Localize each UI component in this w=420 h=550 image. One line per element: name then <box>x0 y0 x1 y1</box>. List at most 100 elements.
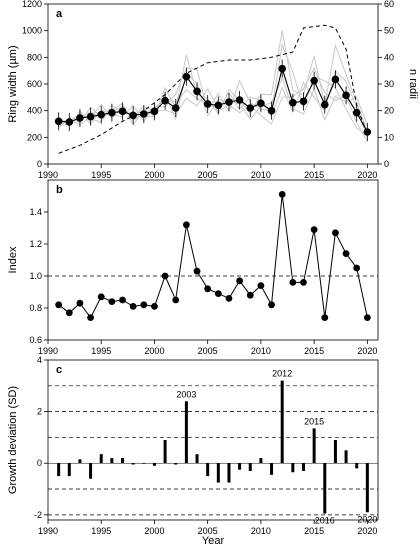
growth-deviation-bar <box>142 463 146 464</box>
x-tick-label: 1995 <box>91 346 111 356</box>
mean-ring-width-point <box>225 98 233 106</box>
x-tick-label: 2020 <box>357 170 377 180</box>
growth-deviation-bar <box>270 463 274 475</box>
y-tick-label: 2 <box>37 407 42 417</box>
growth-deviation-bar <box>323 463 327 514</box>
growth-deviation-bar <box>227 463 231 483</box>
mean-ring-width-point <box>97 110 106 119</box>
mean-ring-width-point <box>161 96 169 105</box>
growth-deviation-bar <box>206 463 210 477</box>
growth-deviation-bar <box>174 463 178 465</box>
x-tick-label: 2010 <box>251 526 271 536</box>
growth-deviation-bar <box>110 458 114 464</box>
mean-ring-width-point <box>182 72 191 81</box>
x-tick-label: 2000 <box>144 170 164 180</box>
growth-deviation-bar <box>355 463 359 469</box>
panel-b-frame <box>47 179 379 341</box>
mean-ring-width-point <box>129 111 137 120</box>
y-tick-label: 1.2 <box>29 239 42 249</box>
growth-deviation-bar <box>301 463 305 471</box>
mean-ring-width-point <box>257 99 265 108</box>
mean-ring-width-point <box>150 107 159 116</box>
mean-ring-width-point <box>246 104 255 112</box>
index-point <box>151 303 158 310</box>
x-tick-label: 2005 <box>198 346 218 356</box>
y-tick-label: 0 <box>37 458 42 468</box>
growth-deviation-bar <box>312 428 316 464</box>
x-tick-label: 2015 <box>304 526 324 536</box>
x-axis-label: Year <box>202 535 225 547</box>
mean-ring-width-point <box>320 100 329 109</box>
panel-b-ylabel: Index <box>7 246 19 273</box>
panel-c-label: c <box>56 364 62 376</box>
index-point <box>225 295 233 302</box>
x-tick-label: 1995 <box>91 526 111 536</box>
x-tick-label: 2020 <box>357 526 377 536</box>
x-tick-label: 2000 <box>144 346 164 356</box>
index-point <box>76 299 84 307</box>
y-tick-label: 400 <box>27 106 42 116</box>
growth-deviation-bar <box>99 454 103 464</box>
y-tick-label: 0.6 <box>29 335 42 345</box>
mean-ring-width-point <box>267 106 276 115</box>
panel-c: c Growth deviation (SD) 1990 1995 2000 2005… <box>7 355 379 536</box>
y-tick-label: 4 <box>37 355 42 365</box>
x-tick-label: 2015 <box>304 346 324 356</box>
mean-ring-width-point <box>235 96 244 104</box>
mean-ring-width-line <box>58 66 368 133</box>
mean-ring-width-point <box>352 108 361 117</box>
y-tick-label: 0 <box>37 159 42 169</box>
growth-deviation-bar <box>163 440 167 464</box>
x-tick-label: 2005 <box>198 170 218 180</box>
mean-ring-width-point <box>65 118 74 126</box>
growth-deviation-bar <box>78 459 82 464</box>
x-tick-label: 1990 <box>38 346 58 356</box>
mean-ring-width-point <box>193 87 201 96</box>
mean-ring-width-point <box>310 76 318 85</box>
index-point <box>204 285 212 293</box>
index-point <box>140 301 148 309</box>
index-point <box>236 277 244 285</box>
y-tick-label: 1000 <box>22 26 42 36</box>
growth-deviation-bar <box>248 463 252 471</box>
x-tick-label: 2010 <box>251 346 271 356</box>
index-point <box>214 290 222 297</box>
panel-b-label: b <box>56 184 63 196</box>
index-point <box>342 250 350 257</box>
growth-deviation-bar <box>57 463 61 477</box>
x-tick-label: 1990 <box>38 170 58 180</box>
index-point <box>87 314 94 321</box>
index-point <box>55 301 63 309</box>
y-tick-label: 1.4 <box>29 207 42 217</box>
index-point <box>321 314 329 321</box>
index-point <box>97 293 105 301</box>
y-tick-label: 1.0 <box>29 271 42 281</box>
index-point <box>129 303 137 310</box>
growth-deviation-bar <box>259 458 263 464</box>
growth-deviation-bar <box>67 463 71 477</box>
growth-deviation-bar <box>365 463 369 513</box>
index-point <box>310 226 318 234</box>
index-point <box>161 272 169 280</box>
mean-ring-width-point <box>54 117 63 126</box>
index-point <box>332 229 339 237</box>
panel-c-frame <box>47 359 379 521</box>
index-point <box>278 191 286 198</box>
y-tick-label: 600 <box>27 79 42 89</box>
mean-ring-width-point <box>299 97 308 106</box>
x-tick-label: 1995 <box>91 170 111 180</box>
y2-tick-label: 40 <box>384 52 394 62</box>
growth-deviation-bar <box>152 463 156 466</box>
x-tick-label: 2015 <box>304 170 324 180</box>
index-point <box>353 264 361 272</box>
index-point <box>257 282 265 289</box>
index-point <box>119 296 126 304</box>
mean-ring-width-point <box>171 104 180 112</box>
growth-deviation-bar <box>238 463 242 470</box>
mean-ring-width-point <box>342 91 350 100</box>
index-point <box>268 301 275 309</box>
growth-deviation-bar <box>121 458 125 464</box>
index-point <box>246 291 254 299</box>
bar-annotation-label: 2020 <box>357 514 377 524</box>
